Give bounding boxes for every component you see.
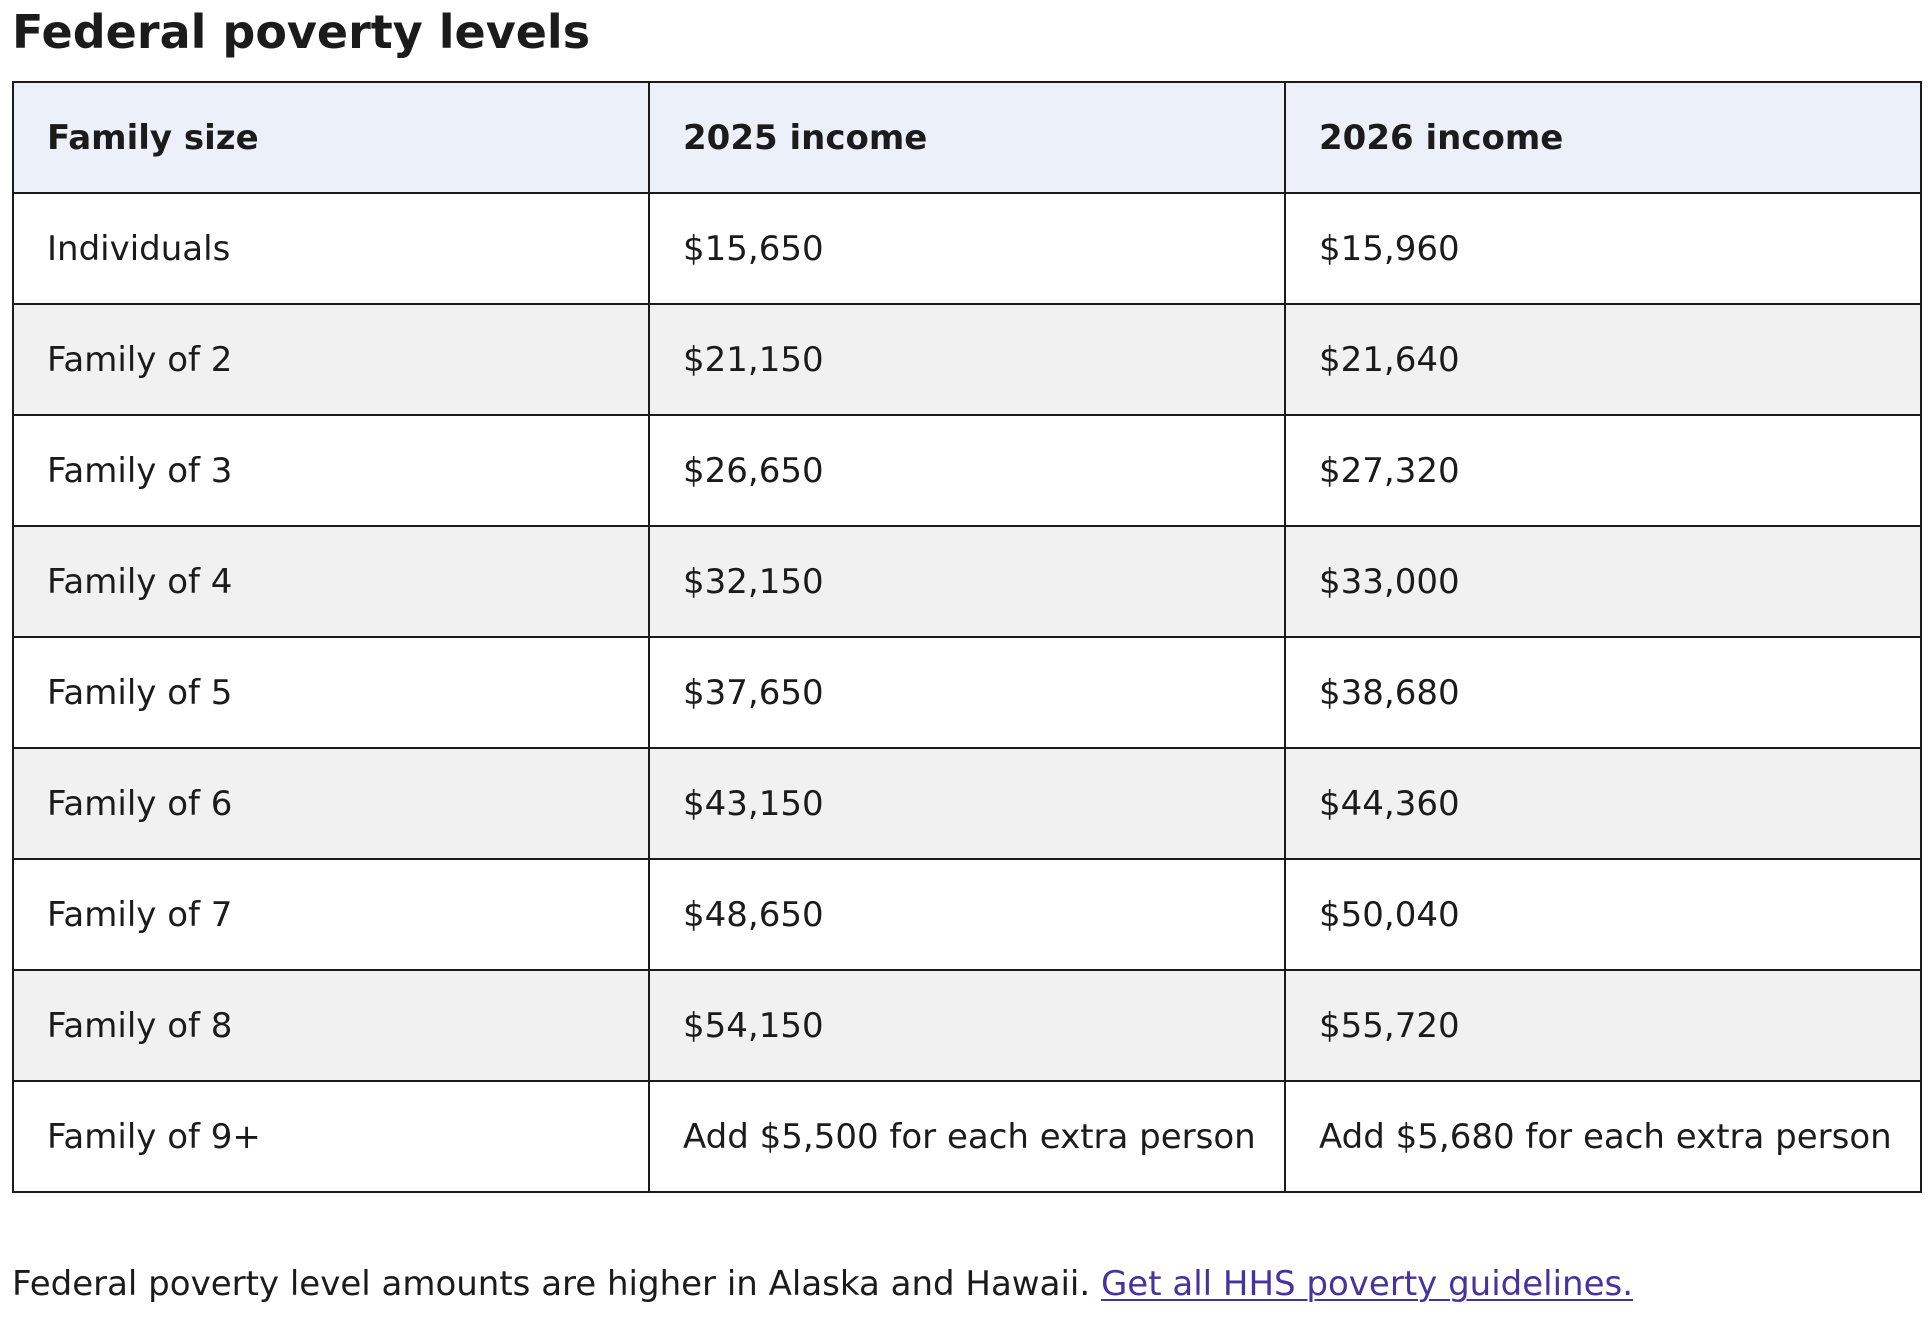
- table-row: Family of 8 $54,150 $55,720: [12, 969, 1922, 1082]
- income-2025-cell: $26,650: [648, 414, 1286, 527]
- income-2025-cell: $48,650: [648, 858, 1286, 971]
- family-size-cell: Family of 3: [12, 414, 650, 527]
- income-2026-cell: $44,360: [1284, 747, 1922, 860]
- income-2026-cell: $55,720: [1284, 969, 1922, 1082]
- income-2026-cell: Add $5,680 for each extra person: [1284, 1080, 1922, 1193]
- family-size-cell: Family of 6: [12, 747, 650, 860]
- income-2025-cell: $43,150: [648, 747, 1286, 860]
- table-row: Individuals $15,650 $15,960: [12, 192, 1922, 305]
- income-2026-cell: $38,680: [1284, 636, 1922, 749]
- table-row: Family of 3 $26,650 $27,320: [12, 414, 1922, 527]
- income-2025-cell: $32,150: [648, 525, 1286, 638]
- income-2025-cell: Add $5,500 for each extra person: [648, 1080, 1286, 1193]
- income-2026-cell: $27,320: [1284, 414, 1922, 527]
- family-size-cell: Individuals: [12, 192, 650, 305]
- family-size-cell: Family of 4: [12, 525, 650, 638]
- page-title: Federal poverty levels: [12, 5, 591, 59]
- income-2026-cell: $21,640: [1284, 303, 1922, 416]
- income-2025-cell: $37,650: [648, 636, 1286, 749]
- header-2025-income: 2025 income: [648, 81, 1286, 194]
- income-2025-cell: $15,650: [648, 192, 1286, 305]
- family-size-cell: Family of 8: [12, 969, 650, 1082]
- table-row: Family of 2 $21,150 $21,640: [12, 303, 1922, 416]
- poverty-level-table: Family size 2025 income 2026 income Indi…: [12, 81, 1922, 1193]
- footnote-text: Federal poverty level amounts are higher…: [12, 1264, 1091, 1304]
- table-row: Family of 9+ Add $5,500 for each extra p…: [12, 1080, 1922, 1193]
- header-2026-income: 2026 income: [1284, 81, 1922, 194]
- family-size-cell: Family of 5: [12, 636, 650, 749]
- table-row: Family of 5 $37,650 $38,680: [12, 636, 1922, 749]
- family-size-cell: Family of 9+: [12, 1080, 650, 1193]
- income-2026-cell: $15,960: [1284, 192, 1922, 305]
- income-2026-cell: $33,000: [1284, 525, 1922, 638]
- table-row: Family of 7 $48,650 $50,040: [12, 858, 1922, 971]
- income-2025-cell: $21,150: [648, 303, 1286, 416]
- income-2025-cell: $54,150: [648, 969, 1286, 1082]
- hhs-poverty-guidelines-link[interactable]: Get all HHS poverty guidelines.: [1100, 1264, 1634, 1304]
- table-row: Family of 4 $32,150 $33,000: [12, 525, 1922, 638]
- table-header-row: Family size 2025 income 2026 income: [12, 81, 1922, 194]
- header-family-size: Family size: [12, 81, 650, 194]
- income-2026-cell: $50,040: [1284, 858, 1922, 971]
- table-row: Family of 6 $43,150 $44,360: [12, 747, 1922, 860]
- footnote: Federal poverty level amounts are higher…: [12, 1262, 1633, 1306]
- family-size-cell: Family of 7: [12, 858, 650, 971]
- family-size-cell: Family of 2: [12, 303, 650, 416]
